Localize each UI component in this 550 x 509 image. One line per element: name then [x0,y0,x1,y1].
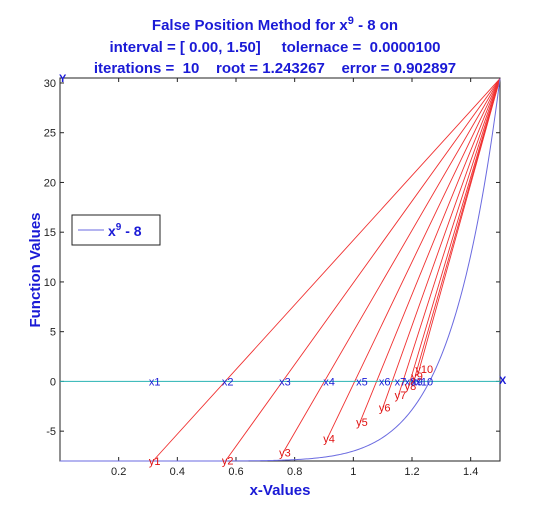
y-tick-label: 30 [44,78,56,90]
y-axis-end-label: Y [59,73,67,85]
iterate-labels: x1 y1 x2 y2 x3 y3 x4 y4 x5 y5 x6 y6 x7 y7 x8y8x9y9x10y… [149,364,433,468]
x-tick-label: 1 [350,466,356,478]
y-tick-label: 5 [50,327,56,339]
legend: x9 - 8 [71,214,161,246]
secant-line [418,78,501,370]
axis-ticks: 0.2 0.4 0.6 0.8 1 1.2 1.4 -5 0 5 10 15 20 25 30 [44,78,500,478]
x-tick-label: 0.4 [170,466,185,478]
y-axis-title: Function Values [27,212,44,327]
y-tick-label: 25 [44,128,56,140]
y-tick-label: 15 [44,227,56,239]
chart-title-line-3: iterations = 10 root = 1.243267 error = … [94,60,456,77]
x-tick-label: 1.2 [404,466,419,478]
x-axis-title: x-Values [250,482,311,499]
x-iterate-label: x5 [356,376,368,388]
x-iterate-label: x3 [279,376,291,388]
y-tick-label: 20 [44,177,56,189]
chart-title-line-1: False Position Method for x9 - 8 on [152,15,398,34]
secant-line [398,78,501,396]
x-iterate-label: x6 [379,376,391,388]
y-iterate-label: y5 [356,417,368,429]
y-tick-label: 10 [44,277,56,289]
x-tick-label: 0.6 [228,466,243,478]
x-iterate-label: x9 [411,376,423,388]
chart-title: False Position Method for x9 - 8 on inte… [94,15,456,77]
y-tick-label: -5 [46,426,56,438]
x-iterate-label: x4 [323,376,335,388]
y-iterate-label: y7 [395,390,407,402]
y-iterate-label: y6 [379,403,391,415]
x-iterate-label: x8 [405,376,417,388]
x-iterate-label: x7 [395,376,407,388]
y-iterate-label: y3 [279,448,291,460]
x-tick-label: 0.8 [287,466,302,478]
x-tick-label: 0.2 [111,466,126,478]
secant-line [152,78,501,462]
x-axis-end-label: X [499,375,507,387]
secant-line [382,78,501,408]
y-iterate-label: y2 [222,455,234,467]
function-curve-group [60,78,501,462]
secant-line [359,78,501,423]
x-tick-label: 1.4 [463,466,478,478]
y-iterate-label: y8 [405,381,417,393]
secant-line [225,78,501,461]
y-iterate-label: y4 [323,434,335,446]
y-tick-label: 0 [50,376,56,388]
secant-line [282,78,501,453]
chart-title-line-2: interval = [ 0.00, 1.50] tolernace = 0.0… [109,39,440,56]
function-curve [60,78,501,462]
plot-area [59,77,501,462]
x-iterate-label: x1 [149,376,161,388]
x-iterate-label: x10 [415,376,433,388]
x-iterate-label: x2 [222,376,234,388]
secant-line [408,78,501,387]
y-iterate-label: y9 [411,371,423,383]
y-iterate-label: y1 [149,456,161,468]
y-iterate-label: y10 [415,364,433,376]
legend-label: x9 - 8 [108,222,142,239]
secant-line [326,78,501,439]
